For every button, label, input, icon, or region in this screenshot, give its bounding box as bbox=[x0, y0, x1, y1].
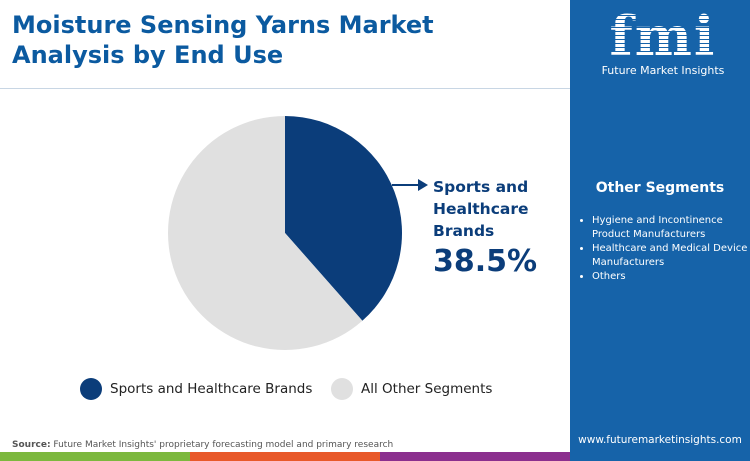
footer-bar-orange bbox=[190, 452, 380, 461]
other-segments-title: Other Segments bbox=[595, 180, 725, 196]
footer-bar-green bbox=[0, 452, 190, 461]
legend-item: Sports and Healthcare Brands bbox=[80, 378, 312, 400]
legend-label: All Other Segments bbox=[361, 381, 493, 397]
legend-swatch bbox=[331, 378, 353, 400]
source-note: Source: Future Market Insights' propriet… bbox=[12, 440, 393, 450]
segment-item: Others bbox=[592, 270, 750, 284]
legend-label: Sports and Healthcare Brands bbox=[110, 381, 313, 397]
pie-slice bbox=[168, 116, 363, 350]
footer-bar-purple bbox=[380, 452, 570, 461]
segment-item: Hygiene and Incontinence Product Manufac… bbox=[592, 214, 750, 242]
source-label: Source: bbox=[12, 440, 51, 450]
callout-line: Healthcare bbox=[433, 200, 529, 218]
logo-mark: fmi bbox=[598, 8, 728, 64]
fmi-logo: fmi Future Market Insights bbox=[598, 8, 728, 77]
page-title: Moisture Sensing Yarns Market Analysis b… bbox=[12, 11, 434, 69]
callout-line: Brands bbox=[433, 222, 495, 240]
pie-slice bbox=[285, 116, 403, 321]
callout-label: Sports and Healthcare Brands bbox=[433, 176, 529, 242]
website-url[interactable]: www.futuremarketinsights.com bbox=[578, 434, 742, 446]
callout-line: Sports and bbox=[433, 178, 529, 196]
segment-item: Healthcare and Medical Device Manufactur… bbox=[592, 242, 750, 270]
other-segments-list: Hygiene and Incontinence Product Manufac… bbox=[578, 214, 750, 284]
logo-subtitle: Future Market Insights bbox=[601, 64, 725, 77]
side-panel: fmi Future Market Insights Other Segment… bbox=[570, 0, 750, 452]
legend-item: All Other Segments bbox=[331, 378, 492, 400]
divider bbox=[0, 88, 570, 89]
footer-bar-blue bbox=[570, 452, 750, 461]
callout-arrow-head bbox=[418, 179, 428, 191]
source-text: Future Market Insights' proprietary fore… bbox=[50, 440, 394, 450]
callout-value: 38.5% bbox=[433, 244, 538, 279]
legend-swatch bbox=[80, 378, 102, 400]
pie-chart bbox=[168, 116, 428, 350]
